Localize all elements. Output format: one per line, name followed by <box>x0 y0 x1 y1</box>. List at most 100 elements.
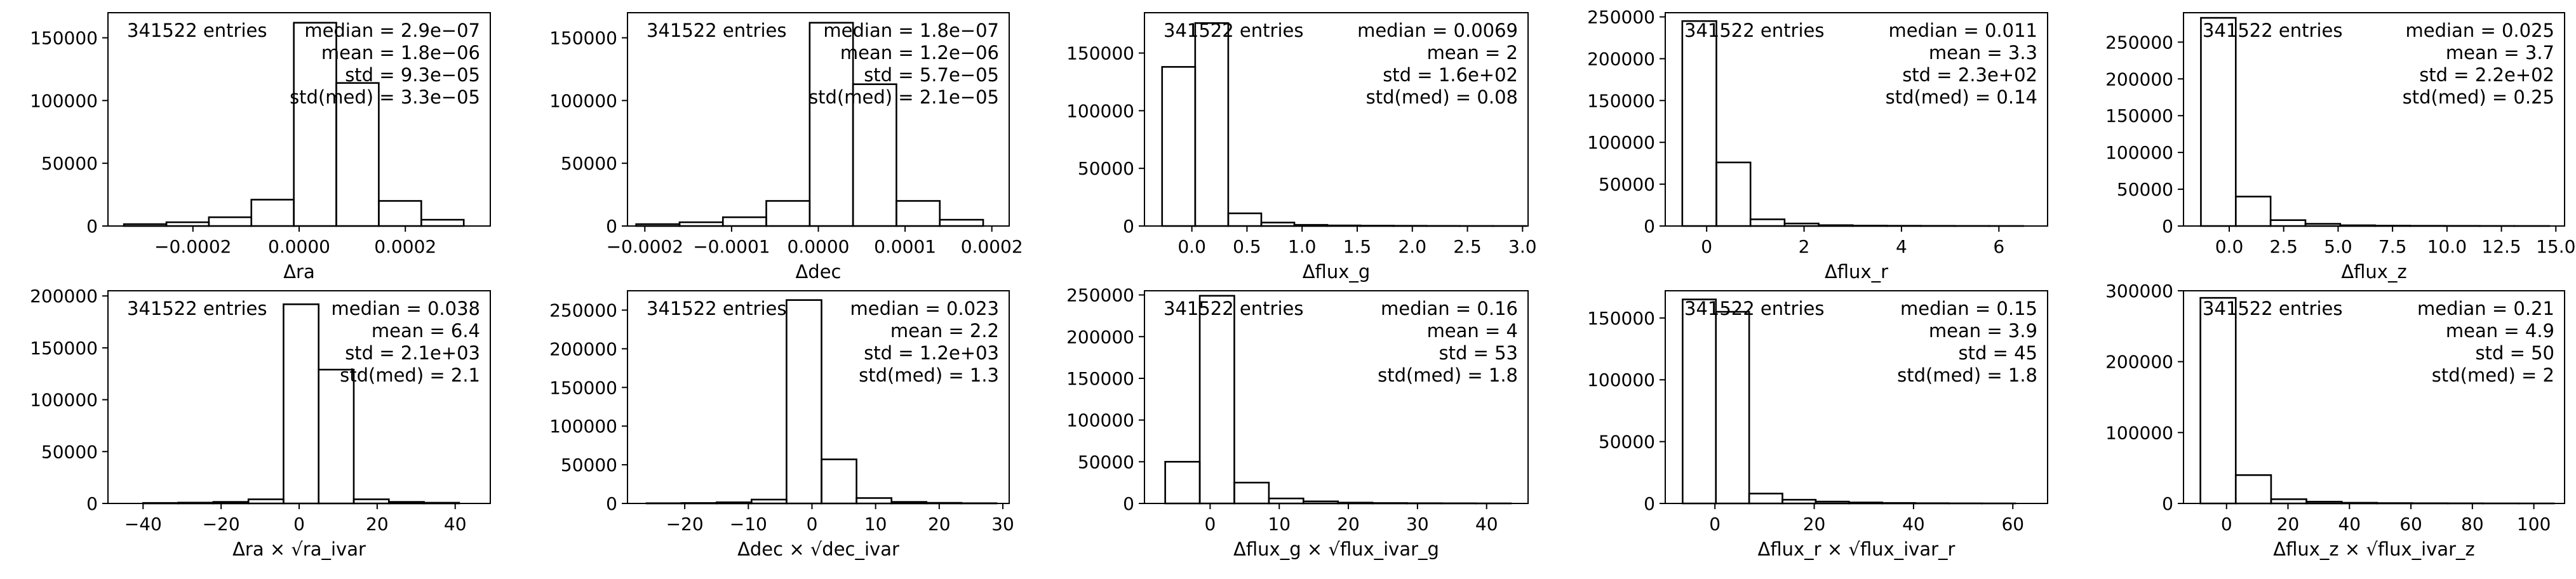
y-tick-label: 100000 <box>1587 132 1655 153</box>
x-tick-label: 30 <box>991 514 1014 535</box>
x-tick-label: 10 <box>864 514 887 535</box>
y-tick-label: 0 <box>2162 216 2173 237</box>
y-tick-label: 100000 <box>549 90 617 111</box>
x-tick-label: 40 <box>1902 514 1925 535</box>
x-tick-label: 15.0 <box>2536 236 2575 257</box>
y-tick-label: 50000 <box>1599 174 1655 195</box>
histogram-bar <box>1681 20 1717 227</box>
y-tick-label: 150000 <box>1587 90 1655 111</box>
histogram-bar <box>318 368 355 505</box>
x-tick-label: 0 <box>1701 236 1712 257</box>
y-tick-label: 100000 <box>2105 422 2173 443</box>
stat-line: median = 0.025 <box>2406 20 2554 41</box>
x-tick-label: 100 <box>2517 514 2551 535</box>
histogram-bar <box>1749 218 1786 227</box>
histogram-bar <box>250 199 295 227</box>
x-tick-label: 0.0000 <box>788 236 850 257</box>
stat-line: std(med) = 2 <box>2432 364 2554 386</box>
y-tick-label: 250000 <box>1066 285 1134 306</box>
y-tick-label: 50000 <box>2117 179 2173 200</box>
stat-line: mean = 3.3 <box>1929 42 2037 63</box>
stat-line: mean = 3.9 <box>1929 320 2037 342</box>
y-tick-label: 50000 <box>1599 432 1655 453</box>
histogram-bar <box>721 216 767 227</box>
panel-9: 0 50000 100000 150000 0 20 40 60 Δflux_r × √flux… <box>1587 290 2048 560</box>
stat-line: mean = 4 <box>1427 320 1518 342</box>
axes-frame <box>1665 12 2048 227</box>
x-tick-label: −0.0002 <box>154 236 231 257</box>
x-axis-label: Δflux_z <box>2341 261 2406 283</box>
x-axis-label: Δflux_g <box>1303 261 1371 283</box>
x-tick-label: 1.0 <box>1288 236 1317 257</box>
entries-annotation: 341522 entries <box>1164 20 1303 41</box>
stat-line: mean = 1.2e−06 <box>840 42 999 63</box>
x-tick-label: 40 <box>444 514 467 535</box>
x-tick-label: 0 <box>1204 514 1216 535</box>
y-tick-label: 0 <box>606 493 617 514</box>
x-tick-label: 0.0000 <box>268 236 330 257</box>
x-tick-label: 2 <box>1799 236 1810 257</box>
x-tick-label: 3.0 <box>1508 236 1537 257</box>
x-axis-label: Δflux_z × √flux_ivar_z <box>2273 538 2475 560</box>
stat-line: median = 0.0069 <box>1357 20 1518 41</box>
histogram-bar <box>283 303 320 505</box>
y-tick-label: 200000 <box>1066 326 1134 347</box>
y-tick-label: 250000 <box>2105 32 2173 53</box>
axes-frame <box>627 290 1010 504</box>
histogram-bar <box>855 497 892 505</box>
histogram-bar <box>2234 474 2272 505</box>
x-tick-label: 0.0002 <box>374 236 436 257</box>
entries-annotation: 341522 entries <box>127 20 267 41</box>
stat-line: std(med) = 0.14 <box>1886 86 2037 108</box>
y-tick-label: 150000 <box>1587 308 1655 329</box>
panel-6: 0 50000 100000 150000 200000 −40 −20 0 20 40 Δra ×… <box>30 286 491 560</box>
stat-line: std(med) = 1.8 <box>1378 364 1518 386</box>
stat-line: std(med) = 0.08 <box>1366 86 1518 108</box>
entries-annotation: 341522 entries <box>647 298 786 319</box>
stat-line: median = 0.21 <box>2417 298 2554 319</box>
histogram-bar <box>1748 493 1783 505</box>
x-tick-label: 2.5 <box>1453 236 1482 257</box>
y-tick-label: 150000 <box>2105 105 2173 126</box>
x-axis-label: Δra <box>283 261 315 283</box>
stat-line: mean = 3.7 <box>2446 42 2554 63</box>
y-tick-label: 200000 <box>2105 352 2173 373</box>
stat-line: mean = 1.8e−06 <box>321 42 480 63</box>
entries-annotation: 341522 entries <box>647 20 786 41</box>
x-tick-label: 0 <box>293 514 305 535</box>
y-tick-label: 150000 <box>30 338 98 359</box>
histogram-bar <box>1715 310 1750 505</box>
x-tick-label: 0.0002 <box>961 236 1023 257</box>
x-tick-label: 10 <box>1268 514 1291 535</box>
stat-line: std = 2.1e+03 <box>345 342 480 364</box>
panel-3: 0 50000 100000 150000 0.0 0.5 1.0 1.5 2.0 2.5 3.0 Δ… <box>1066 12 1537 283</box>
x-tick-label: 0 <box>807 514 818 535</box>
x-tick-label: 12.5 <box>2481 236 2521 257</box>
stat-line: std = 5.7e−05 <box>864 64 999 86</box>
x-axis-label: Δra × √ra_ivar <box>232 538 366 560</box>
x-tick-label: 0.5 <box>1233 236 1261 257</box>
entries-annotation: 341522 entries <box>127 298 267 319</box>
x-tick-label: 2.5 <box>2269 236 2298 257</box>
x-tick-label: 0 <box>1709 514 1721 535</box>
x-tick-label: 20 <box>1337 514 1360 535</box>
stat-line: median = 0.011 <box>1889 20 2037 41</box>
entries-annotation: 341522 entries <box>2203 20 2342 41</box>
y-tick-label: 0 <box>86 216 98 237</box>
entries-annotation: 341522 entries <box>1164 298 1303 319</box>
stat-line: std(med) = 2.1 <box>340 364 480 386</box>
y-tick-label: 100000 <box>1066 100 1134 121</box>
x-tick-label: 30 <box>1406 514 1429 535</box>
x-tick-label: 40 <box>1475 514 1498 535</box>
x-tick-label: 0 <box>2221 514 2232 535</box>
x-tick-label: −20 <box>203 514 240 535</box>
stat-line: std = 1.2e+03 <box>864 342 999 364</box>
stat-line: median = 0.16 <box>1381 298 1518 319</box>
x-tick-label: 60 <box>2399 514 2422 535</box>
x-tick-label: 60 <box>2001 514 2024 535</box>
stat-line: std = 2.2e+02 <box>2419 64 2554 86</box>
histogram-bar <box>1715 161 1752 227</box>
histogram-bar <box>765 200 811 227</box>
axes-frame <box>2183 12 2565 227</box>
